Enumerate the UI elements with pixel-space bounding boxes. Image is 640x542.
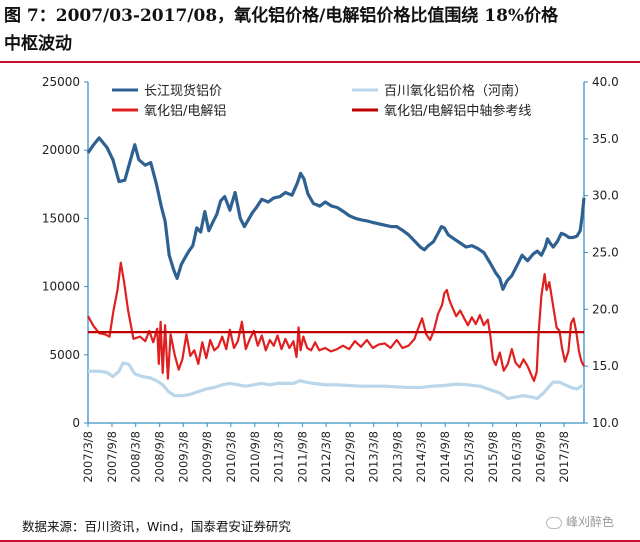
right-axis-ticks: 10.0 15.0 20.0 25.0 30.0 35.0 40.0 bbox=[584, 75, 619, 430]
figure-title-line2: 中枢波动 bbox=[4, 34, 72, 54]
left-axis-tick-label: 5000 bbox=[49, 348, 80, 362]
left-axis-tick-label: 25000 bbox=[42, 75, 80, 89]
right-axis-tick-label: 10.0 bbox=[592, 416, 619, 430]
x-axis-ticks: 2007/3/8 2007/9/8 2008/3/8 2008/9/8 2009/3/8… bbox=[81, 423, 571, 483]
x-axis-tick-label: 2013/9/8 bbox=[391, 431, 405, 483]
top-divider bbox=[0, 61, 640, 63]
left-axis-tick-label: 15000 bbox=[42, 211, 80, 225]
x-axis-tick-label: 2017/3/8 bbox=[557, 431, 571, 483]
right-axis-tick-label: 20.0 bbox=[592, 302, 619, 316]
x-axis-tick-label: 2015/3/8 bbox=[462, 431, 476, 483]
left-axis-tick-label: 0 bbox=[72, 416, 80, 430]
x-axis-tick-label: 2013/3/8 bbox=[367, 431, 381, 483]
x-axis-tick-label: 2016/3/8 bbox=[509, 431, 523, 483]
left-axis-tick-label: 20000 bbox=[42, 143, 80, 157]
x-axis-tick-label: 2014/3/8 bbox=[414, 431, 428, 483]
x-axis-tick-label: 2010/9/8 bbox=[248, 431, 262, 483]
series-line-0 bbox=[86, 136, 586, 291]
bottom-divider bbox=[0, 540, 640, 542]
figure-title-line1: 图 7：2007/03-2017/08，氧化铝价格/电解铝价格比值围绕 18%价… bbox=[4, 6, 559, 26]
x-axis-tick-label: 2007/3/8 bbox=[81, 431, 95, 483]
x-axis-tick-label: 2010/3/8 bbox=[224, 431, 238, 483]
x-axis-tick-label: 2009/9/8 bbox=[200, 431, 214, 483]
wechat-icon bbox=[545, 516, 562, 529]
right-axis-tick-label: 15.0 bbox=[592, 359, 619, 373]
left-axis-ticks: 0 5000 10000 15000 20000 25000 bbox=[42, 75, 88, 430]
legend-label: 氧化铝/电解铝中轴参考线 bbox=[384, 103, 531, 119]
x-axis-tick-label: 2016/9/8 bbox=[533, 431, 547, 483]
legend: 长江现货铝价 百川氧化铝价格（河南） 氧化铝/电解铝 氧化铝/电解铝中轴参考线 bbox=[112, 83, 531, 119]
figure-title: 图 7：2007/03-2017/08，氧化铝价格/电解铝价格比值围绕 18%价… bbox=[4, 2, 636, 68]
left-axis-tick-label: 10000 bbox=[42, 280, 80, 294]
x-axis-tick-label: 2015/9/8 bbox=[486, 431, 500, 483]
x-axis-tick-label: 2009/3/8 bbox=[176, 431, 190, 483]
chart: 0 5000 10000 15000 20000 25000 10.0 15.0 20.0 25… bbox=[42, 75, 619, 483]
series-line-1 bbox=[88, 361, 584, 400]
source-note: 数据来源：百川资讯，Wind，国泰君安证券研究 bbox=[22, 519, 291, 534]
series-lines bbox=[86, 136, 586, 400]
x-axis-tick-label: 2014/9/8 bbox=[438, 431, 452, 483]
x-axis-tick-label: 2008/9/8 bbox=[153, 431, 167, 483]
legend-label: 长江现货铝价 bbox=[144, 83, 222, 99]
x-axis-tick-label: 2008/3/8 bbox=[129, 431, 143, 483]
right-axis-tick-label: 25.0 bbox=[592, 246, 619, 260]
x-axis-tick-label: 2011/3/8 bbox=[271, 431, 285, 483]
x-axis-tick-label: 2007/9/8 bbox=[105, 431, 119, 483]
right-axis-tick-label: 40.0 bbox=[592, 75, 619, 89]
watermark: 峰刈醉色 bbox=[545, 513, 614, 530]
legend-label: 百川氧化铝价格（河南） bbox=[384, 83, 527, 99]
right-axis-tick-label: 30.0 bbox=[592, 189, 619, 203]
x-axis-tick-label: 2011/9/8 bbox=[295, 431, 309, 483]
right-axis-tick-label: 35.0 bbox=[592, 132, 619, 146]
legend-label: 氧化铝/电解铝 bbox=[144, 104, 226, 119]
watermark-text: 峰刈醉色 bbox=[565, 515, 614, 529]
x-axis-tick-label: 2012/9/8 bbox=[343, 431, 357, 483]
x-axis-tick-label: 2012/3/8 bbox=[319, 431, 333, 483]
series-line-2 bbox=[87, 261, 585, 382]
